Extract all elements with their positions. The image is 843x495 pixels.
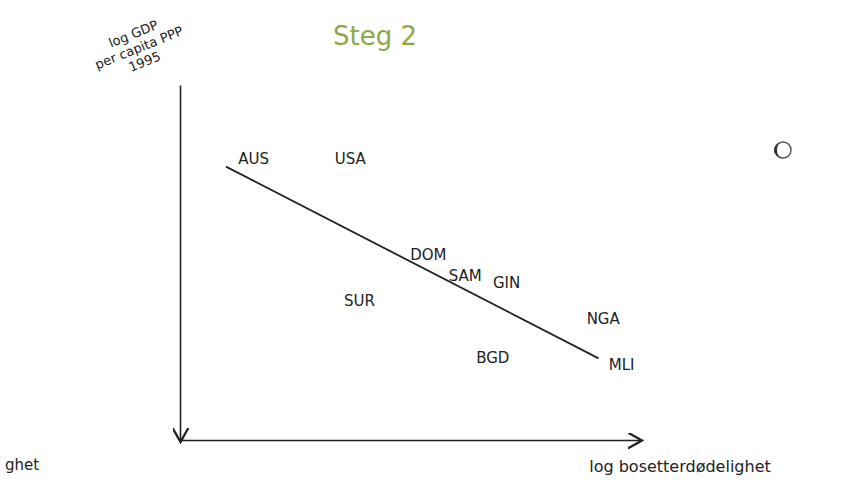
country-label: NGA <box>587 310 621 328</box>
annotation: ghet <box>5 456 39 474</box>
country-label: MLI <box>609 356 635 374</box>
point-labels: AUS USA DOMSAM GIN SUR NGA BGD MLI <box>238 150 634 374</box>
country-label: BGD <box>476 349 509 367</box>
x-axis-title: log bosetterdødelighet <box>589 457 771 476</box>
x-axis-line <box>181 440 641 442</box>
y-axis <box>180 86 181 441</box>
country-label: SUR <box>344 292 375 310</box>
country-label: GIN <box>493 274 520 292</box>
y-axis-title: log GDPper capita PPP1995 <box>87 9 191 86</box>
country-label: SAM <box>449 267 482 285</box>
x-axis <box>181 440 641 441</box>
country-label: AUS <box>238 150 269 168</box>
y-axis-title-line: 1995 <box>126 48 162 74</box>
plot-area <box>226 167 599 359</box>
decoration <box>775 142 791 158</box>
country-label: DOM <box>410 246 446 264</box>
decoration <box>774 143 781 157</box>
country-label: USA <box>335 150 367 168</box>
trend-line <box>226 167 599 359</box>
chart: AUS USA DOMSAM GIN SUR NGA BGD MLI Steg 2 log GDP… <box>0 0 843 495</box>
title: Steg 2 <box>333 21 417 51</box>
y-axis-line <box>180 86 182 441</box>
